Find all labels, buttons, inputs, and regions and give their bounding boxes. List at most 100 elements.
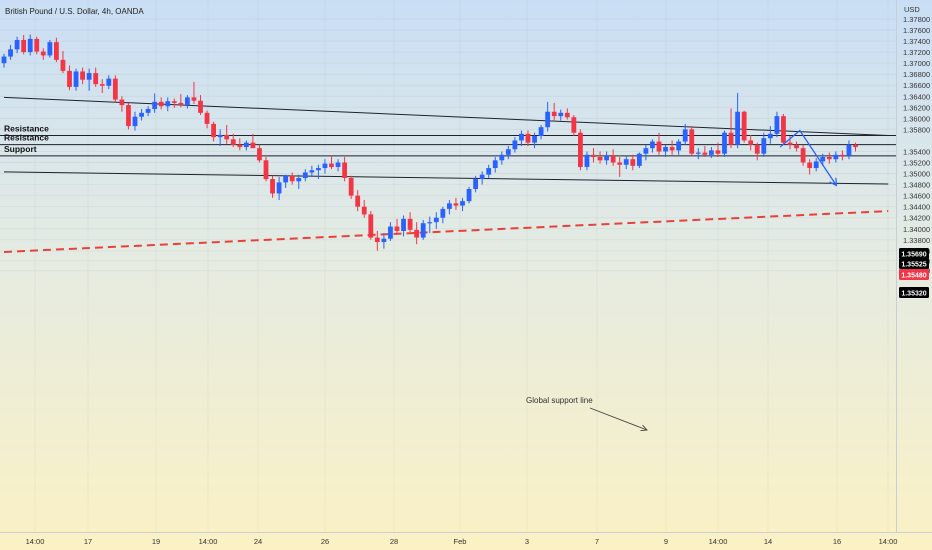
- candle-body: [774, 116, 780, 134]
- candle: [27, 34, 33, 56]
- candle-body: [617, 162, 623, 165]
- candle-body: [473, 179, 478, 190]
- candle: [237, 138, 243, 151]
- x-tick-label: 7: [595, 537, 599, 546]
- candle: [93, 67, 99, 87]
- candle-body: [27, 38, 33, 53]
- candle-body: [348, 177, 354, 196]
- candle-body: [394, 226, 400, 231]
- candle-body: [584, 154, 590, 167]
- candle-body: [571, 117, 577, 133]
- candle: [329, 155, 334, 170]
- candle: [198, 95, 203, 116]
- candle-body: [453, 203, 459, 206]
- candle-body: [243, 142, 249, 148]
- candle: [512, 137, 518, 153]
- candle: [368, 211, 374, 240]
- candle: [643, 144, 649, 161]
- candle-body: [126, 105, 131, 127]
- y-tick-label: 1.36200: [903, 103, 930, 112]
- candle-body: [152, 101, 158, 109]
- candle-body: [276, 182, 282, 194]
- candle: [420, 219, 426, 240]
- candle: [676, 139, 682, 155]
- candle-body: [54, 42, 59, 60]
- candle: [440, 206, 446, 224]
- level-label: Resistance: [4, 133, 49, 143]
- candle: [486, 164, 492, 178]
- candle: [735, 92, 740, 149]
- price-tag-bg: [899, 248, 929, 259]
- candle-body: [1, 56, 7, 64]
- candle-body: [512, 140, 518, 150]
- candle-body: [492, 160, 498, 169]
- candle: [178, 94, 184, 108]
- candle: [532, 132, 537, 149]
- candle: [525, 130, 531, 146]
- candle: [283, 174, 289, 188]
- y-tick-label: 1.36600: [903, 81, 930, 90]
- candle-body: [709, 150, 714, 155]
- candle-body: [401, 218, 406, 231]
- candle: [47, 39, 53, 58]
- candle-body: [355, 195, 361, 207]
- candle-body: [250, 142, 256, 149]
- candle-body: [447, 203, 452, 209]
- currency-label: USD: [904, 5, 920, 14]
- candle: [499, 151, 505, 165]
- candle: [447, 200, 452, 215]
- candle: [302, 169, 308, 182]
- candle: [67, 65, 72, 91]
- candle: [165, 97, 171, 112]
- candle-body: [198, 100, 203, 113]
- candle: [617, 157, 623, 177]
- candle: [257, 144, 262, 163]
- candle: [40, 48, 46, 60]
- candle-body: [741, 111, 747, 141]
- candle-body: [486, 168, 492, 175]
- candle: [564, 108, 570, 120]
- candle: [722, 130, 727, 157]
- candle: [414, 222, 420, 245]
- candle-body: [840, 154, 845, 156]
- candle-body: [420, 223, 426, 238]
- candle-body: [551, 111, 557, 117]
- candle-body: [217, 134, 223, 138]
- candle-body: [119, 99, 125, 106]
- x-tick-label: 9: [664, 537, 668, 546]
- candle: [14, 36, 20, 54]
- candle: [453, 197, 459, 210]
- candle: [54, 37, 59, 63]
- upper-trendline: [3, 96, 889, 136]
- y-tick-label: 1.35800: [903, 125, 930, 134]
- x-tick-label: 14:00: [879, 537, 898, 546]
- x-tick-label: 24: [254, 537, 262, 546]
- chart-title: British Pound / U.S. Dollar, 4h, OANDA: [5, 7, 144, 16]
- candle: [604, 151, 609, 165]
- candle-body: [479, 174, 485, 180]
- candle: [571, 115, 577, 137]
- price-tag-label: 1.35690: [901, 252, 926, 259]
- candle: [774, 111, 780, 138]
- candle: [840, 150, 845, 161]
- candle: [381, 233, 387, 249]
- y-tick-label: 1.35000: [903, 170, 930, 179]
- candle-body: [257, 148, 262, 161]
- x-tick-label: 19: [152, 537, 160, 546]
- candle-body: [47, 42, 53, 56]
- y-tick-label: 1.36400: [903, 92, 930, 101]
- candle-body: [302, 172, 308, 178]
- candle: [505, 145, 511, 160]
- candle: [8, 44, 13, 60]
- candle: [211, 121, 216, 142]
- price-tag: 1.35525: [899, 258, 929, 269]
- candle: [394, 218, 400, 235]
- candle-body: [211, 123, 216, 138]
- candle: [682, 123, 688, 145]
- candle-body: [519, 133, 524, 141]
- candle-body: [224, 134, 230, 140]
- candle-body: [289, 175, 295, 182]
- candle: [833, 151, 839, 163]
